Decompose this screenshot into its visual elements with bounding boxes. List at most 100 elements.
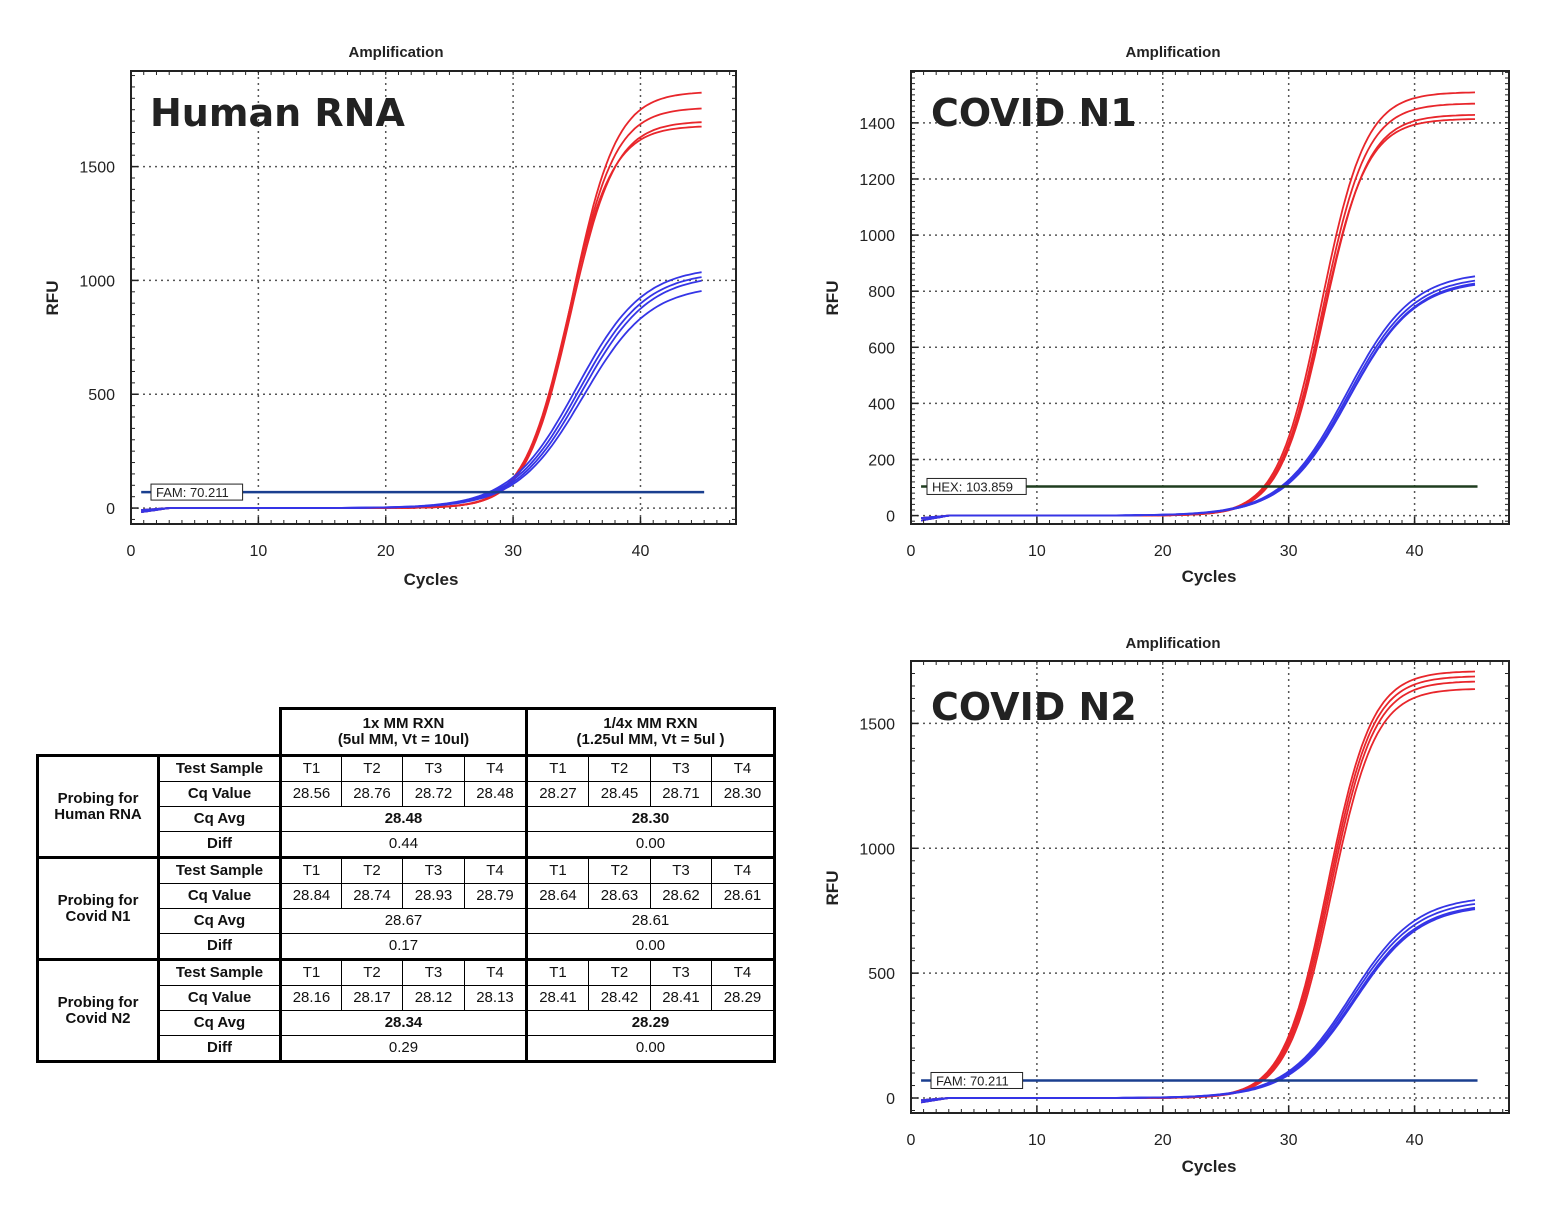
- cq-value-cell: 28.74: [341, 883, 403, 909]
- sample-cell: T2: [588, 856, 651, 884]
- sample-cell: T3: [402, 754, 465, 782]
- grid: [131, 71, 736, 524]
- threshold-label: HEX: 103.859: [932, 479, 1013, 494]
- row-label-cq-avg: Cq Avg: [158, 1010, 282, 1036]
- x-tick-label: 10: [1028, 543, 1046, 560]
- sample-cell: T4: [464, 856, 528, 884]
- cq-value-cell: 28.72: [402, 781, 465, 807]
- x-axis-label: Cycles: [404, 570, 459, 589]
- curve-blue: [920, 908, 1476, 1104]
- cq-value-cell: 28.45: [588, 781, 651, 807]
- diff-cell: 0.00: [526, 933, 776, 960]
- x-tick-label: 0: [907, 543, 916, 560]
- row-label-cq-avg: Cq Avg: [158, 806, 282, 832]
- cq-value-cell: 28.71: [650, 781, 712, 807]
- chart-title: Amplification: [1125, 44, 1220, 61]
- y-tick-label: 1000: [859, 228, 895, 245]
- overlay-label: Human RNA: [150, 91, 405, 135]
- grid: [911, 661, 1509, 1113]
- y-tick-label: 1000: [79, 273, 115, 290]
- cq-avg-cell: 28.30: [526, 806, 776, 832]
- row-label-cq-value: Cq Value: [158, 883, 282, 909]
- cq-value-cell: 28.76: [341, 781, 403, 807]
- row-label-test-sample: Test Sample: [158, 856, 282, 884]
- y-tick-label: 1400: [859, 116, 895, 133]
- diff-cell: 0.00: [526, 831, 776, 858]
- x-tick-label: 0: [127, 543, 136, 560]
- curve-blue: [141, 290, 702, 513]
- cq-value-cell: 28.16: [280, 985, 342, 1011]
- cq-avg-cell: 28.29: [526, 1010, 776, 1036]
- diff-cell: 0.17: [280, 933, 528, 960]
- row-label-test-sample: Test Sample: [158, 958, 282, 986]
- x-tick-label: 20: [377, 543, 395, 560]
- y-axis-label: RFU: [823, 871, 842, 906]
- x-axis-label: Cycles: [1182, 567, 1237, 586]
- y-tick-label: 600: [868, 340, 895, 357]
- row-label-diff: Diff: [158, 933, 282, 960]
- cq-value-cell: 28.41: [650, 985, 712, 1011]
- threshold-label: FAM: 70.211: [936, 1073, 1009, 1088]
- header-quarter-mm: 1/4x MM RXN (1.25ul MM, Vt = 5ul ): [526, 707, 776, 757]
- y-tick-label: 1200: [859, 172, 895, 189]
- sample-cell: T4: [711, 856, 776, 884]
- amplification-curves: [920, 91, 1476, 522]
- curve-red: [921, 680, 1476, 1102]
- cq-value-cell: 28.12: [402, 985, 465, 1011]
- sample-cell: T1: [280, 958, 342, 986]
- cq-avg-cell: 28.34: [280, 1010, 528, 1036]
- x-tick-label: 0: [907, 1132, 916, 1149]
- sample-cell: T4: [464, 958, 528, 986]
- cq-avg-cell: 28.48: [280, 806, 528, 832]
- row-label-cq-value: Cq Value: [158, 781, 282, 807]
- plot-frame: [910, 70, 1510, 525]
- row-label-test-sample: Test Sample: [158, 754, 282, 782]
- curve-red: [920, 675, 1476, 1104]
- overlay-label: COVID N1: [931, 91, 1137, 135]
- cq-value-cell: 28.84: [280, 883, 342, 909]
- cq-value-cell: 28.29: [711, 985, 776, 1011]
- group-label-covid-n1: Probing for Covid N1: [36, 856, 160, 961]
- chart-title: Amplification: [1125, 635, 1220, 652]
- sample-cell: T2: [341, 754, 403, 782]
- sample-cell: T2: [341, 958, 403, 986]
- sample-cell: T3: [650, 958, 712, 986]
- sample-cell: T3: [650, 754, 712, 782]
- threshold-label: FAM: 70.211: [156, 485, 229, 500]
- cq-value-cell: 28.56: [280, 781, 342, 807]
- overlay-label: COVID N2: [931, 685, 1137, 729]
- threshold-label-box: [930, 1071, 1024, 1089]
- y-tick-label: 0: [886, 1091, 895, 1108]
- cq-value-cell: 28.13: [464, 985, 528, 1011]
- cq-avg-cell: 28.61: [526, 908, 776, 934]
- row-label-cq-avg: Cq Avg: [158, 908, 282, 934]
- sample-cell: T4: [711, 958, 776, 986]
- cq-value-cell: 28.64: [526, 883, 589, 909]
- amplification-curves: [920, 670, 1476, 1104]
- diff-cell: 0.29: [280, 1035, 528, 1063]
- y-tick-label: 400: [868, 396, 895, 413]
- plot-frame: [130, 70, 737, 525]
- cq-value-cell: 28.93: [402, 883, 465, 909]
- row-label-diff: Diff: [158, 1035, 282, 1063]
- curve-red: [921, 670, 1476, 1102]
- x-tick-label: 40: [1406, 1132, 1424, 1149]
- y-axis-label: RFU: [43, 281, 62, 316]
- diff-cell: 0.00: [526, 1035, 776, 1063]
- cq-results-table: 1x MM RXN (5ul MM, Vt = 10ul) 1/4x MM RXN…: [36, 707, 776, 1063]
- cq-value-cell: 28.42: [588, 985, 651, 1011]
- x-tick-label: 30: [1280, 543, 1298, 560]
- threshold-line: [141, 483, 705, 501]
- sample-cell: T1: [280, 856, 342, 884]
- diff-cell: 0.44: [280, 831, 528, 858]
- sample-cell: T3: [402, 856, 465, 884]
- x-tick-label: 20: [1154, 1132, 1172, 1149]
- cq-value-cell: 28.30: [711, 781, 776, 807]
- x-axis-label: Cycles: [1182, 1157, 1237, 1176]
- y-tick-label: 0: [886, 509, 895, 526]
- group-label-human-rna: Probing for Human RNA: [36, 754, 160, 859]
- sample-cell: T1: [280, 754, 342, 782]
- y-tick-label: 1500: [859, 716, 895, 733]
- curve-blue: [920, 284, 1476, 522]
